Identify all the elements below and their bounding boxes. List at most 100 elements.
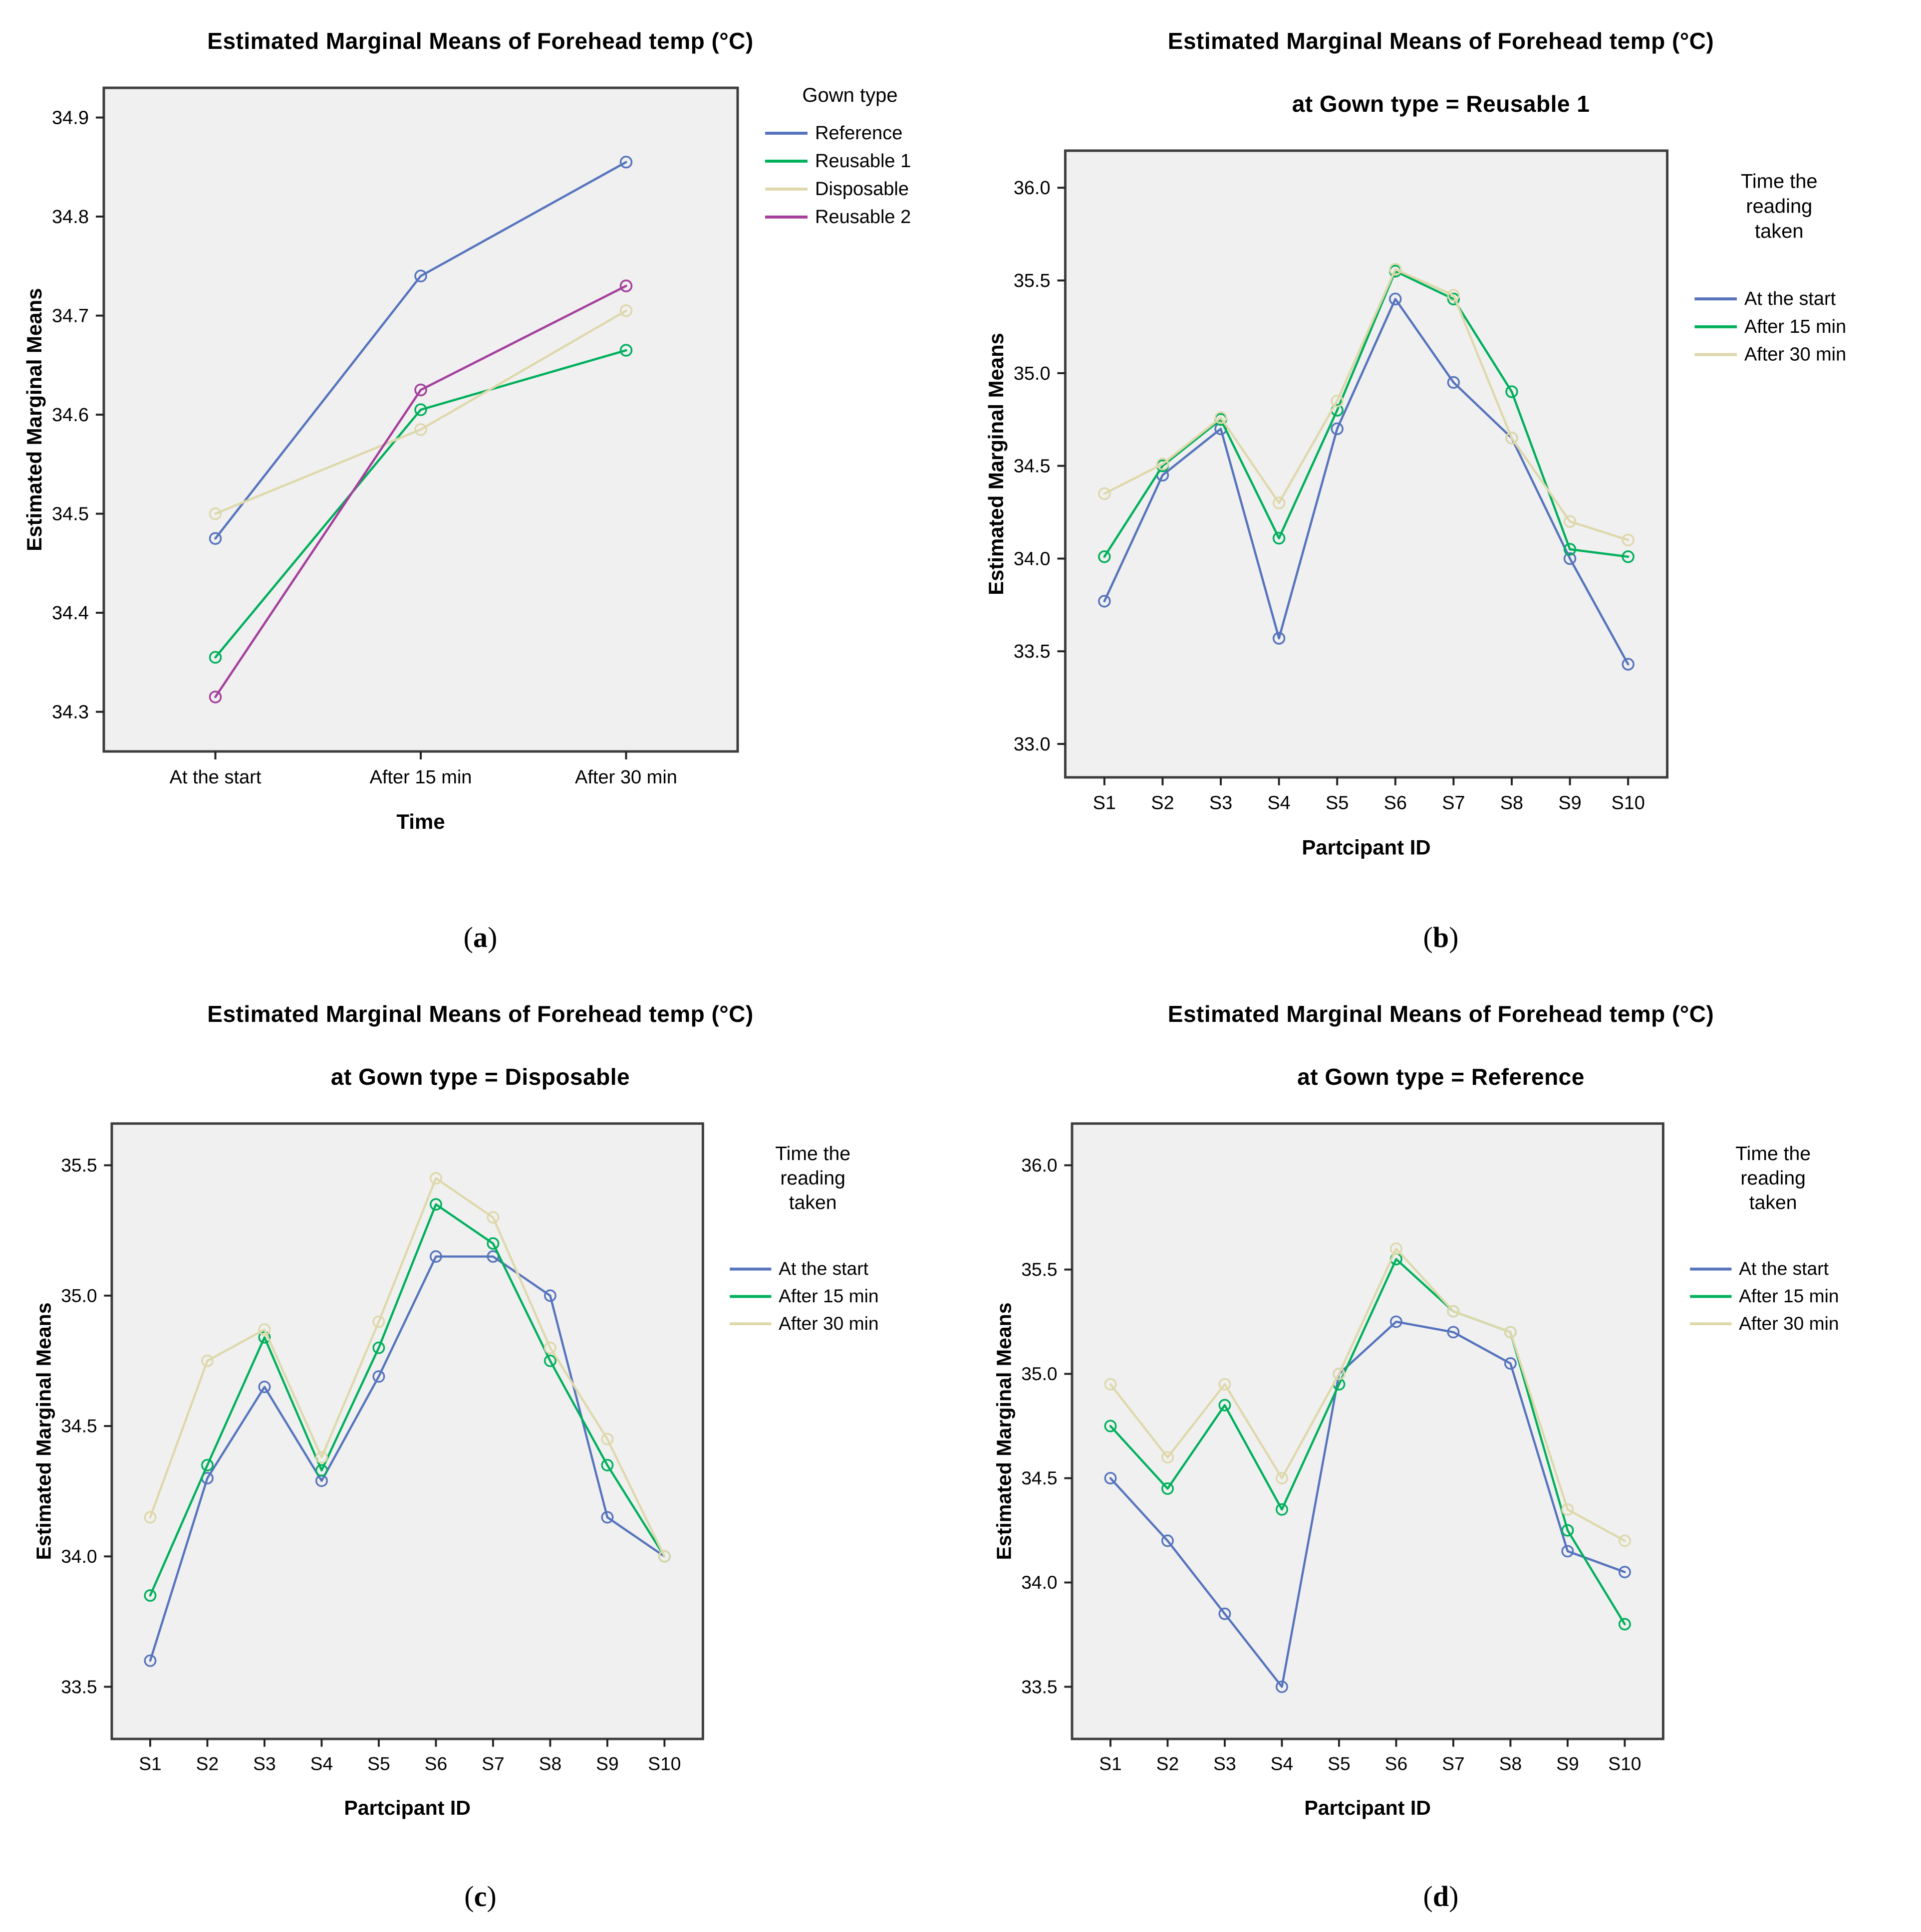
series-marker-after-30-min xyxy=(1447,289,1460,302)
series-marker-at-the-start xyxy=(372,1370,385,1383)
legend-title: Time the xyxy=(1741,171,1818,193)
legend-item-label: Reference xyxy=(815,123,902,144)
series-marker-after-30-min xyxy=(1104,1378,1117,1391)
series-marker-after-30-min xyxy=(1272,496,1286,509)
series-marker-after-15-min xyxy=(1505,385,1518,398)
x-axis-title: Time xyxy=(396,810,445,833)
series-marker-at-the-start xyxy=(1561,1545,1574,1558)
legend-title: taken xyxy=(789,1192,836,1213)
chart-subtitle-b: at Gown type = Reusable 1 xyxy=(1292,91,1590,117)
series-marker-at-the-start xyxy=(1447,376,1460,389)
series-marker-after-15-min xyxy=(1218,1399,1231,1412)
series-marker-after-30-min xyxy=(1218,1378,1231,1391)
series-marker-after-30-min xyxy=(372,1315,385,1328)
panel-d-caption-letter: d xyxy=(1432,1880,1449,1913)
plot-area xyxy=(1064,149,1669,779)
y-tick-label: 35.5 xyxy=(1014,270,1051,291)
y-tick-label: 34.7 xyxy=(52,306,89,327)
series-marker-after-15-min xyxy=(1618,1618,1631,1631)
series-marker-after-15-min xyxy=(544,1354,556,1367)
series-marker-reusable-1 xyxy=(209,651,222,664)
legend-item-label: After 30 min xyxy=(779,1313,878,1334)
legend-title: reading xyxy=(780,1168,845,1189)
legend-item-label: After 30 min xyxy=(1744,344,1846,365)
x-tick-label: S2 xyxy=(196,1753,219,1774)
x-tick-label: S6 xyxy=(1384,793,1407,814)
series-marker-disposable xyxy=(619,304,632,317)
series-marker-reusable-2 xyxy=(209,691,222,704)
y-tick-label: 34.5 xyxy=(1021,1467,1057,1488)
legend-item-label: After 15 min xyxy=(1744,316,1846,337)
series-marker-after-15-min xyxy=(372,1341,385,1354)
series-marker-after-30-min xyxy=(600,1433,613,1446)
series-marker-after-15-min xyxy=(1275,1503,1288,1516)
series-marker-at-the-start xyxy=(1622,658,1635,671)
x-tick-label: S10 xyxy=(1611,793,1645,814)
series-marker-after-15-min xyxy=(201,1458,214,1471)
y-tick-label: 35.0 xyxy=(61,1285,97,1306)
series-line-after-30-min xyxy=(149,1177,666,1558)
series-marker-after-30-min xyxy=(143,1511,156,1524)
chart-title-a: Estimated Marginal Means of Forehead tem… xyxy=(207,28,754,54)
legend-item-label: Reusable 2 xyxy=(815,207,911,228)
series-marker-disposable xyxy=(414,423,427,436)
legend-item-label: After 15 min xyxy=(1739,1285,1839,1306)
series-marker-after-15-min xyxy=(1563,543,1577,556)
panel-d: Estimated Marginal Means of Forehead tem… xyxy=(961,973,1921,1932)
chart-b-plot: 33.0 33.5 34.0 34.5 35.0 35.5 36.0 S1 S2 S3 S4 S5 S6… xyxy=(984,149,1846,859)
series-marker-after-30-min xyxy=(1331,394,1344,408)
x-tick-label: S5 xyxy=(1326,793,1349,814)
x-tick-label: S9 xyxy=(1556,1753,1579,1774)
x-tick-label: S5 xyxy=(1328,1753,1351,1774)
y-tick-label: 34.8 xyxy=(52,207,89,228)
chart-c-plot: 33.5 34.0 34.5 35.0 35.5 S1 S2 S3 S4 S5 S6 S7 S8 S9 S1… xyxy=(32,1122,878,1819)
series-marker-at-the-start xyxy=(143,1654,156,1667)
panel-d-caption: (d) xyxy=(1423,1880,1459,1913)
series-marker-after-30-min xyxy=(1447,1305,1460,1318)
series-marker-after-30-min xyxy=(1504,1326,1517,1339)
series-marker-at-the-start xyxy=(1447,1326,1460,1339)
series-marker-after-30-min xyxy=(1389,263,1402,276)
series-marker-after-15-min xyxy=(1104,1420,1117,1433)
plot-area xyxy=(1071,1122,1664,1740)
y-tick-label: 35.0 xyxy=(1021,1363,1057,1384)
series-marker-after-30-min xyxy=(1561,1503,1574,1516)
chart-title-b: Estimated Marginal Means of Forehead tem… xyxy=(1167,28,1714,54)
series-marker-after-15-min xyxy=(315,1464,328,1477)
series-marker-reference xyxy=(619,156,632,169)
x-tick-label: S3 xyxy=(1209,793,1232,814)
series-marker-at-the-start xyxy=(544,1289,556,1302)
y-tick-label: 34.3 xyxy=(52,702,89,723)
x-tick-label: S4 xyxy=(1271,1753,1294,1774)
series-marker-at-the-start xyxy=(1504,1357,1517,1370)
series-marker-after-30-min xyxy=(544,1341,556,1354)
x-axis-title: Partcipant ID xyxy=(1302,835,1430,859)
chart-a-plot: 34.3 34.4 34.5 34.6 34.7 34.8 34.9 At the start… xyxy=(22,84,911,833)
y-tick-label: 34.9 xyxy=(52,108,89,129)
y-tick-label: 33.5 xyxy=(1021,1676,1057,1697)
x-tick-label: S3 xyxy=(253,1753,276,1774)
series-marker-reference xyxy=(414,269,427,282)
y-tick-label: 35.0 xyxy=(1014,363,1051,384)
x-tick-label: S1 xyxy=(1093,793,1116,814)
series-line-reusable-1 xyxy=(214,349,627,659)
series-marker-after-30-min xyxy=(1161,1451,1174,1464)
y-tick-label: 35.5 xyxy=(1021,1259,1057,1280)
legend-title: Time the xyxy=(1735,1143,1811,1165)
y-tick-label: 34.5 xyxy=(52,504,89,525)
x-tick-label: S8 xyxy=(1500,793,1523,814)
series-line-at-the-start xyxy=(1109,1320,1626,1688)
panel-a-caption-letter: a xyxy=(473,921,488,954)
x-tick-label: S6 xyxy=(1385,1753,1408,1774)
series-marker-at-the-start xyxy=(1272,632,1286,645)
legend-item-label: At the start xyxy=(1744,288,1836,309)
series-marker-at-the-start xyxy=(258,1381,271,1394)
y-tick-label: 36.0 xyxy=(1021,1155,1057,1176)
plot-area xyxy=(110,1122,704,1740)
series-marker-at-the-start xyxy=(429,1250,442,1263)
x-tick-label: S9 xyxy=(596,1753,619,1774)
series-marker-after-30-min xyxy=(1618,1534,1631,1547)
x-tick-label: S2 xyxy=(1151,793,1174,814)
series-line-after-30-min xyxy=(1103,268,1630,541)
